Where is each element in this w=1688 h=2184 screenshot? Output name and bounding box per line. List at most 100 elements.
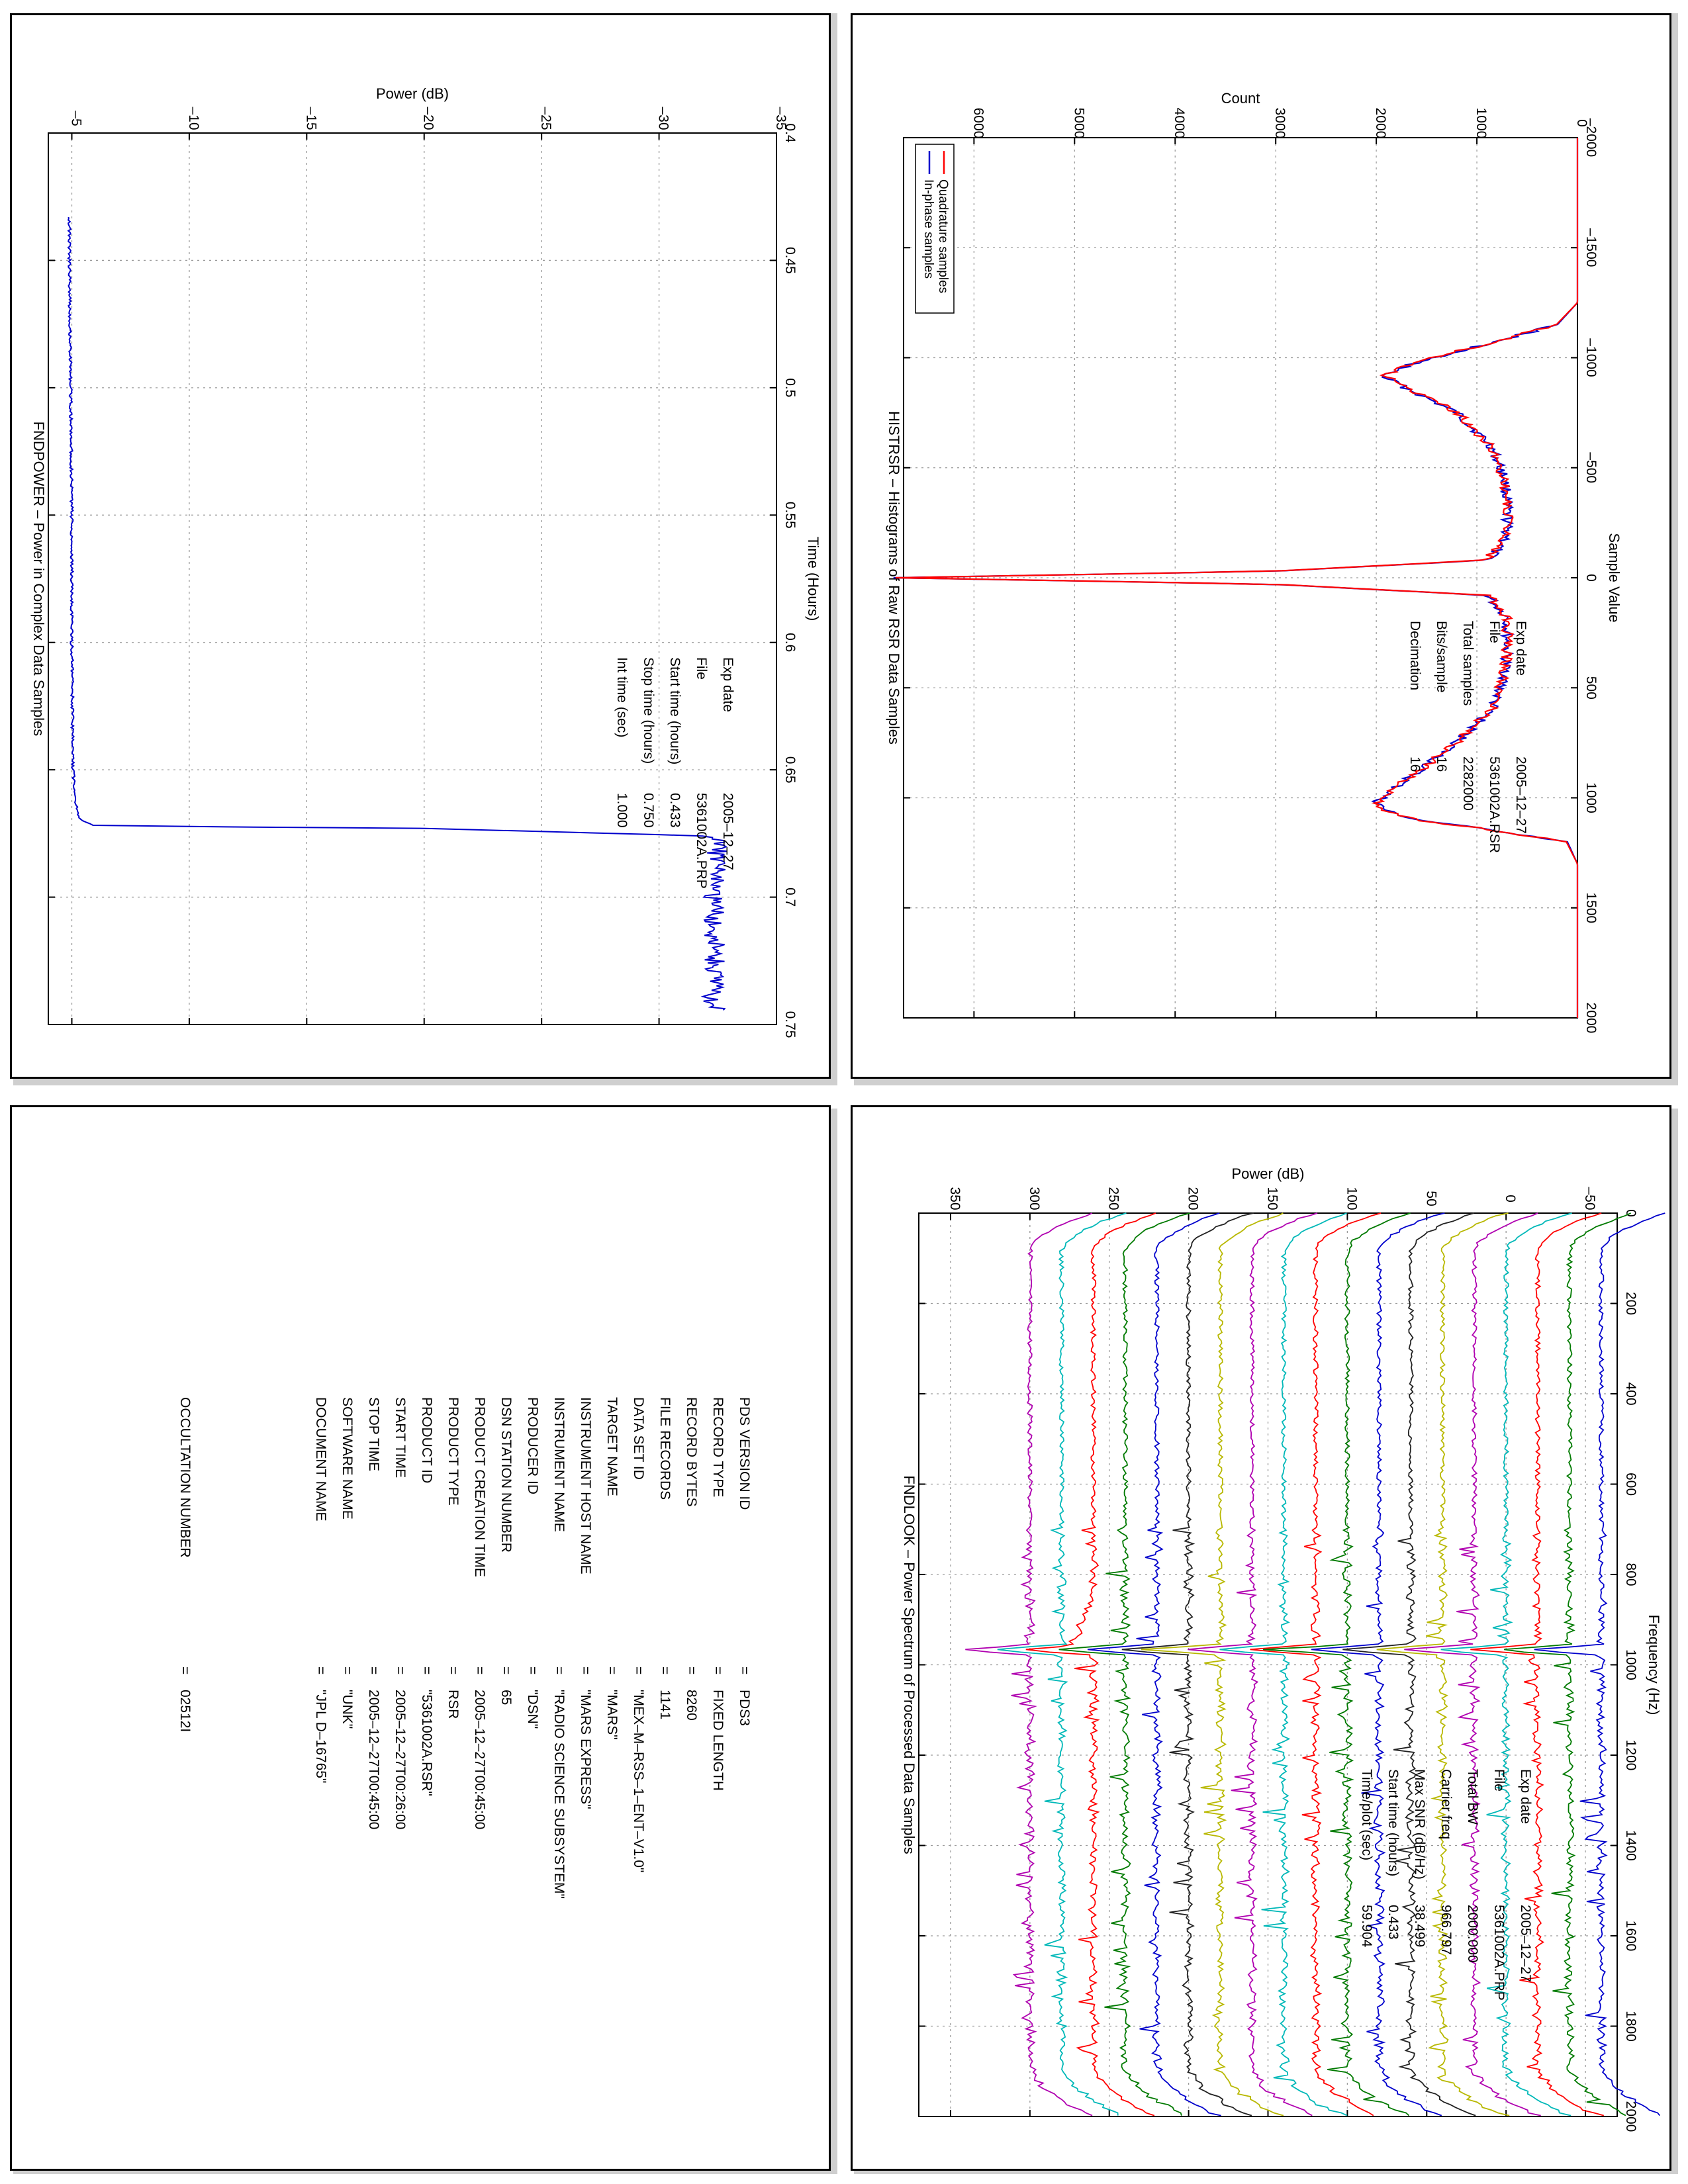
info-label: Exp date — [1518, 1769, 1533, 1824]
info-value: 966.797 — [1438, 1905, 1454, 1955]
spectrum-trace — [1470, 1212, 1605, 2116]
y-tick-label: 100 — [1344, 1187, 1359, 1210]
x-tick-label: 1800 — [1623, 2011, 1638, 2042]
info-label: Bits/sample — [1434, 621, 1449, 693]
fndlook-panel: 0 200 400 600 800 1000 1200 1400 1600 1800 2000 –50… — [851, 1105, 1671, 2171]
label-value: "JPL D–16765" — [313, 1690, 328, 1783]
label-equals: = — [631, 1666, 646, 1674]
label-value: 2005–12–27T00:45:00 — [366, 1690, 381, 1829]
label-value: 1141 — [657, 1690, 673, 1719]
info-label: Stop time (hours) — [641, 657, 656, 764]
y-tick-label: 1000 — [1474, 108, 1489, 139]
chart-title: FNDLOOK – Power Spectrum of Processed Da… — [901, 1475, 917, 1854]
y-tick-label: –5 — [68, 111, 83, 126]
label-value: "DSN" — [525, 1690, 540, 1729]
plot-frame — [48, 132, 777, 1025]
occultation-key: OCCULTATION NUMBER — [177, 1397, 193, 1558]
spectrum-trace — [1311, 1212, 1445, 2116]
pds-label-panel: PDS VERSION ID = PDS3 RECORD TYPE = FIXED LEN… — [10, 1105, 831, 2171]
y-tick-label: 2000 — [1373, 108, 1388, 139]
info-label: Decimation — [1407, 621, 1423, 690]
info-value: 2000.000 — [1465, 1905, 1480, 1963]
x-tick-label: 0.6 — [782, 633, 798, 652]
info-value: 0.750 — [641, 793, 656, 828]
x-tick-label: 1000 — [1583, 782, 1599, 813]
label-key: TARGET NAME — [604, 1397, 620, 1496]
histogram-series-inphase — [893, 138, 1579, 1018]
x-tick-label: 0.55 — [782, 502, 798, 529]
occultation-value: 02512I — [177, 1690, 193, 1732]
info-label: Total samples — [1460, 621, 1476, 705]
info-value: 0.433 — [1385, 1905, 1401, 1940]
y-tick-label: 0 — [1503, 1195, 1518, 1203]
info-label: Carrier freq — [1438, 1769, 1454, 1839]
info-value: 59.904 — [1359, 1905, 1374, 1948]
histrsr-panel: –2000 –1500 –1000 –500 0 500 1000 1500 2000 0 1000… — [851, 13, 1671, 1079]
x-tick-label: 1500 — [1583, 892, 1599, 923]
fndpower-panel: 0.4 0.45 0.5 0.55 0.6 0.65 0.7 0.75 –35 –30 –25 –20… — [10, 13, 831, 1079]
label-value: FIXED LENGTH — [710, 1690, 726, 1791]
spectrum-trace — [1404, 1212, 1541, 2116]
info-label: File — [1491, 1769, 1507, 1792]
info-value: 2005–12–27 — [1518, 1905, 1533, 1982]
label-key: PRODUCT TYPE — [445, 1397, 461, 1506]
label-key: PRODUCER ID — [525, 1397, 540, 1494]
label-key: PDS VERSION ID — [737, 1397, 752, 1510]
label-equals: = — [419, 1666, 434, 1674]
info-label: Start time (hours) — [667, 657, 682, 764]
y-tick-label: –10 — [186, 107, 201, 130]
label-equals: = — [445, 1666, 461, 1674]
y-tick-label: 3000 — [1272, 108, 1288, 139]
fndpower-info: Exp date 2005–12–27 File 5361002A.PRP Start … — [614, 657, 735, 889]
label-equals: = — [604, 1666, 620, 1674]
legend-entry: In-phase samples — [921, 179, 935, 279]
label-equals: = — [657, 1666, 673, 1674]
y-tick-label: 5000 — [1071, 108, 1086, 139]
label-value: "MARS EXPRESS" — [578, 1690, 593, 1809]
label-value: 65 — [498, 1690, 514, 1705]
x-tick-label: 500 — [1583, 676, 1599, 700]
label-value: 2005–12–27T00:26:00 — [393, 1690, 408, 1829]
label-key: RECORD BYTES — [684, 1397, 699, 1507]
label-equals: = — [340, 1666, 355, 1674]
label-equals: = — [551, 1666, 567, 1674]
label-value: RSR — [445, 1690, 461, 1719]
info-value: 5361002A.RSR — [1487, 756, 1502, 853]
y-tick-label: –50 — [1582, 1187, 1597, 1210]
y-tick-label: 350 — [947, 1187, 962, 1210]
x-tick-label: 400 — [1623, 1382, 1638, 1405]
y-tick-label: 4000 — [1172, 108, 1187, 139]
y-tick-label: 200 — [1186, 1187, 1201, 1210]
y-tick-label: 300 — [1027, 1187, 1042, 1210]
spectrum-trace — [1534, 1212, 1665, 2116]
plot-frame — [918, 1212, 1618, 2117]
spectrum-trace — [1219, 1212, 1348, 2116]
legend-box — [915, 144, 955, 314]
spectrum-trace — [1503, 1212, 1631, 2116]
label-key: DSN STATION NUMBER — [498, 1397, 514, 1553]
pds-label-text: PDS VERSION ID = PDS3 RECORD TYPE = FIXED LEN… — [177, 1397, 752, 1899]
spectrum-trace — [1025, 1212, 1156, 2116]
spectrum-trace — [997, 1212, 1127, 2116]
spectrum-trace — [965, 1212, 1093, 2116]
x-tick-label: 0.5 — [782, 378, 798, 397]
info-label: Time/plot (sec) — [1359, 1769, 1374, 1860]
label-equals: = — [525, 1666, 540, 1674]
fndpower-chart: 0.4 0.45 0.5 0.55 0.6 0.65 0.7 0.75 –35 –30 –25 –20… — [30, 85, 821, 1038]
y-tick-label: –25 — [538, 107, 553, 130]
spectrum-trace — [1121, 1212, 1254, 2116]
axes-group: –2000 –1500 –1000 –500 0 500 1000 1500 2000 0 1000… — [886, 90, 1622, 1033]
x-tick-label: 0.75 — [782, 1011, 798, 1038]
x-tick-label: 2000 — [1623, 2101, 1638, 2132]
chart-title: FNDPOWER – Power in Complex Data Samples — [30, 422, 47, 737]
info-label: Exp date — [720, 657, 735, 712]
info-value: 5361002A.PRP — [694, 793, 709, 889]
label-equals: = — [393, 1666, 408, 1674]
x-tick-label: –500 — [1583, 452, 1599, 483]
label-key: INSTRUMENT HOST NAME — [578, 1397, 593, 1574]
label-key: DATA SET ID — [631, 1397, 646, 1480]
label-value: "MEX–M–RSS–1–ENT–V1.0" — [631, 1690, 646, 1872]
x-axis-label: Time (Hours) — [805, 537, 821, 621]
power-series — [67, 216, 727, 1011]
x-tick-label: 800 — [1623, 1563, 1638, 1586]
